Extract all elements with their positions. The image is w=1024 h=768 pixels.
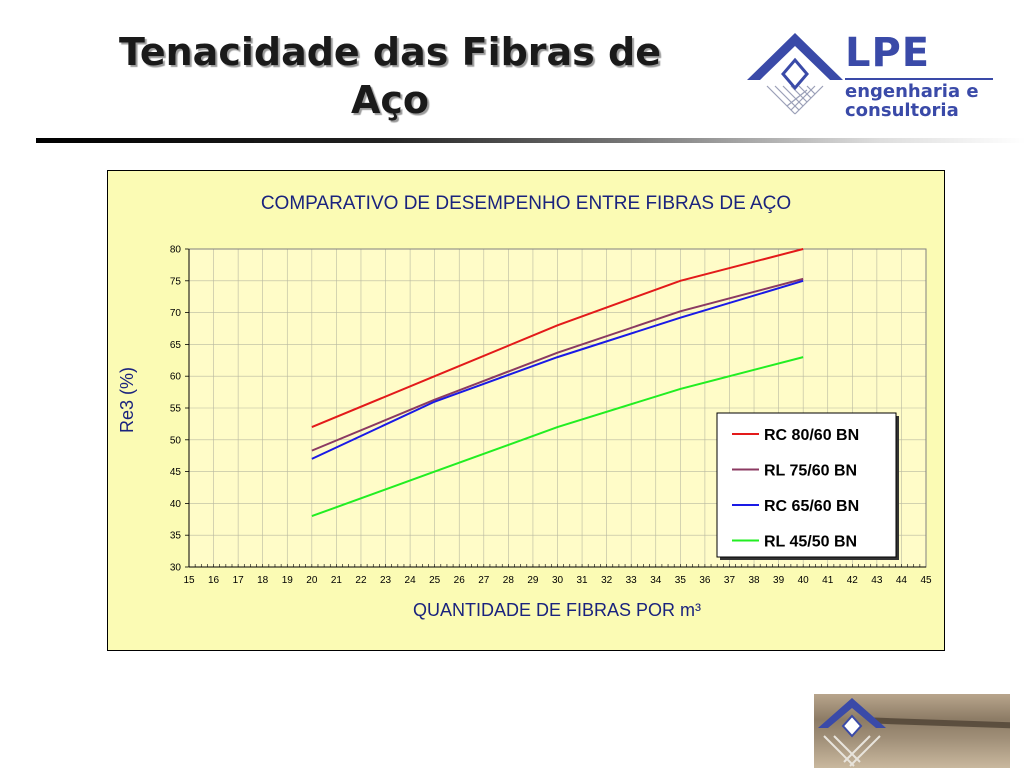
x-tick-label: 42 <box>847 575 859 586</box>
slide-title: Tenacidade das Fibras de Aço <box>60 28 720 124</box>
x-tick-label: 39 <box>773 575 785 586</box>
legend-label-1: RC 80/60 BN <box>764 427 859 444</box>
x-tick-label: 36 <box>699 575 711 586</box>
x-tick-label: 17 <box>233 575 245 586</box>
x-tick-label: 22 <box>355 575 367 586</box>
series-line-4 <box>311 356 804 518</box>
x-tick-label: 26 <box>454 575 466 586</box>
title-divider <box>36 138 1024 143</box>
legend-label-3: RC 65/60 BN <box>764 498 859 515</box>
x-tick-label: 37 <box>724 575 736 586</box>
x-tick-label: 27 <box>478 575 490 586</box>
x-tick-label: 45 <box>920 575 932 586</box>
x-tick-label: 44 <box>896 575 908 586</box>
x-tick-label: 40 <box>798 575 810 586</box>
y-tick-label: 70 <box>170 308 182 319</box>
y-tick-label: 55 <box>170 404 182 415</box>
x-tick-label: 33 <box>626 575 638 586</box>
series-line-3 <box>311 279 804 460</box>
logo-divider <box>845 78 993 80</box>
x-tick-label: 35 <box>675 575 687 586</box>
corner-photo <box>814 694 1010 768</box>
x-tick-label: 29 <box>527 575 539 586</box>
chart-title: COMPARATIVO DE DESEMPENHO ENTRE FIBRAS D… <box>261 193 791 214</box>
x-tick-label: 34 <box>650 575 662 586</box>
x-tick-label: 30 <box>552 575 564 586</box>
y-tick-label: 50 <box>170 435 182 446</box>
logo-subtitle-1: engenharia e <box>845 81 979 102</box>
x-tick-label: 32 <box>601 575 613 586</box>
slide-title-line2: Aço <box>350 78 430 122</box>
x-tick-label: 21 <box>331 575 343 586</box>
legend: RC 80/60 BN RL 75/60 BN RC 65/60 BN RL 45/5… <box>716 412 899 560</box>
x-tick-label: 38 <box>748 575 760 586</box>
x-tick-label: 18 <box>257 575 269 586</box>
x-tick-label: 23 <box>380 575 392 586</box>
corner-logo-icon <box>818 698 886 767</box>
x-tick-label: 28 <box>503 575 515 586</box>
y-tick-label: 60 <box>170 372 182 383</box>
series-line-2 <box>311 277 804 452</box>
y-tick-label: 30 <box>170 563 182 574</box>
x-tick-label: 24 <box>405 575 417 586</box>
y-tick-label: 45 <box>170 467 182 478</box>
y-tick-label: 80 <box>170 245 182 256</box>
slide-title-line1: Tenacidade das Fibras de <box>118 30 662 74</box>
x-axis-label: QUANTIDADE DE FIBRAS POR m³ <box>413 600 701 620</box>
x-tick-label: 31 <box>577 575 589 586</box>
x-tick-label: 19 <box>282 575 294 586</box>
x-tick-label: 20 <box>306 575 318 586</box>
legend-box <box>716 412 897 558</box>
x-tick-label: 15 <box>183 575 195 586</box>
y-axis-label: Re3 (%) <box>117 367 137 433</box>
y-tick-label: 40 <box>170 499 182 510</box>
x-tick-label: 25 <box>429 575 441 586</box>
x-tick-label: 16 <box>208 575 220 586</box>
legend-label-4: RL 45/50 BN <box>764 534 857 551</box>
logo-subtitle-2: consultoria <box>845 100 959 121</box>
x-tick-label: 43 <box>871 575 883 586</box>
y-tick-label: 35 <box>170 531 182 542</box>
y-tick-label: 75 <box>170 276 182 287</box>
logo-name: LPE <box>845 30 931 76</box>
legend-label-2: RL 75/60 BN <box>764 463 857 480</box>
y-tick-label: 65 <box>170 340 182 351</box>
x-tick-label: 41 <box>822 575 834 586</box>
photo-streak <box>873 717 1010 729</box>
lpe-logo-icon <box>747 33 843 115</box>
series-line-1 <box>311 248 804 429</box>
